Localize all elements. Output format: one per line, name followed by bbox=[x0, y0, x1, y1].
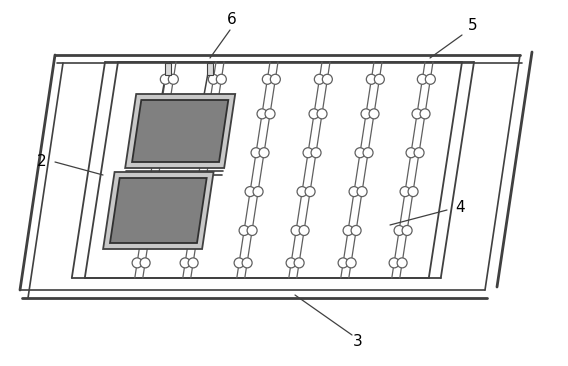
Circle shape bbox=[132, 258, 142, 268]
Circle shape bbox=[366, 74, 377, 84]
Circle shape bbox=[286, 258, 296, 268]
Circle shape bbox=[262, 74, 272, 84]
Circle shape bbox=[270, 74, 281, 84]
Circle shape bbox=[191, 187, 201, 197]
Circle shape bbox=[338, 258, 348, 268]
Circle shape bbox=[309, 109, 319, 119]
Circle shape bbox=[163, 109, 173, 119]
Circle shape bbox=[216, 74, 226, 84]
Circle shape bbox=[294, 258, 304, 268]
Circle shape bbox=[211, 109, 221, 119]
Circle shape bbox=[160, 74, 170, 84]
Circle shape bbox=[361, 109, 371, 119]
Circle shape bbox=[155, 109, 165, 119]
Circle shape bbox=[394, 225, 404, 235]
Circle shape bbox=[297, 187, 307, 197]
Circle shape bbox=[369, 109, 379, 119]
Text: 6: 6 bbox=[227, 12, 237, 27]
Circle shape bbox=[291, 225, 301, 235]
Circle shape bbox=[311, 148, 321, 158]
Circle shape bbox=[251, 148, 261, 158]
Circle shape bbox=[408, 187, 418, 197]
Circle shape bbox=[400, 187, 410, 197]
Circle shape bbox=[425, 74, 435, 84]
Text: 2: 2 bbox=[37, 154, 47, 169]
Circle shape bbox=[239, 225, 249, 235]
Circle shape bbox=[185, 225, 195, 235]
Circle shape bbox=[303, 148, 313, 158]
Circle shape bbox=[257, 109, 267, 119]
Circle shape bbox=[205, 148, 215, 158]
Circle shape bbox=[151, 187, 161, 197]
Circle shape bbox=[199, 187, 209, 197]
Circle shape bbox=[305, 187, 315, 197]
Circle shape bbox=[242, 258, 252, 268]
Circle shape bbox=[417, 74, 427, 84]
Polygon shape bbox=[165, 63, 171, 75]
Circle shape bbox=[351, 225, 361, 235]
Circle shape bbox=[247, 225, 257, 235]
Circle shape bbox=[145, 225, 155, 235]
Circle shape bbox=[343, 225, 353, 235]
Polygon shape bbox=[132, 100, 228, 162]
Circle shape bbox=[314, 74, 324, 84]
Circle shape bbox=[168, 74, 178, 84]
Circle shape bbox=[402, 225, 412, 235]
Circle shape bbox=[346, 258, 356, 268]
Circle shape bbox=[349, 187, 359, 197]
Circle shape bbox=[323, 74, 332, 84]
Text: 5: 5 bbox=[468, 18, 478, 33]
Polygon shape bbox=[110, 178, 207, 243]
Circle shape bbox=[355, 148, 365, 158]
Circle shape bbox=[317, 109, 327, 119]
Text: 3: 3 bbox=[353, 335, 363, 350]
Circle shape bbox=[208, 74, 218, 84]
Circle shape bbox=[234, 258, 244, 268]
Circle shape bbox=[420, 109, 430, 119]
Circle shape bbox=[137, 225, 147, 235]
Circle shape bbox=[140, 258, 150, 268]
Circle shape bbox=[259, 148, 269, 158]
Circle shape bbox=[357, 187, 367, 197]
Circle shape bbox=[406, 148, 416, 158]
Circle shape bbox=[253, 187, 263, 197]
Circle shape bbox=[197, 148, 207, 158]
Circle shape bbox=[299, 225, 309, 235]
Polygon shape bbox=[207, 63, 213, 75]
Circle shape bbox=[149, 148, 159, 158]
Polygon shape bbox=[125, 94, 235, 168]
Circle shape bbox=[188, 258, 198, 268]
Circle shape bbox=[363, 148, 373, 158]
Circle shape bbox=[203, 109, 213, 119]
Text: 4: 4 bbox=[455, 199, 465, 214]
Circle shape bbox=[193, 225, 203, 235]
Circle shape bbox=[157, 148, 167, 158]
Circle shape bbox=[245, 187, 255, 197]
Circle shape bbox=[374, 74, 385, 84]
Circle shape bbox=[389, 258, 399, 268]
Circle shape bbox=[414, 148, 424, 158]
Circle shape bbox=[265, 109, 275, 119]
Circle shape bbox=[397, 258, 407, 268]
Polygon shape bbox=[103, 172, 214, 249]
Circle shape bbox=[180, 258, 190, 268]
Circle shape bbox=[412, 109, 422, 119]
Circle shape bbox=[143, 187, 153, 197]
